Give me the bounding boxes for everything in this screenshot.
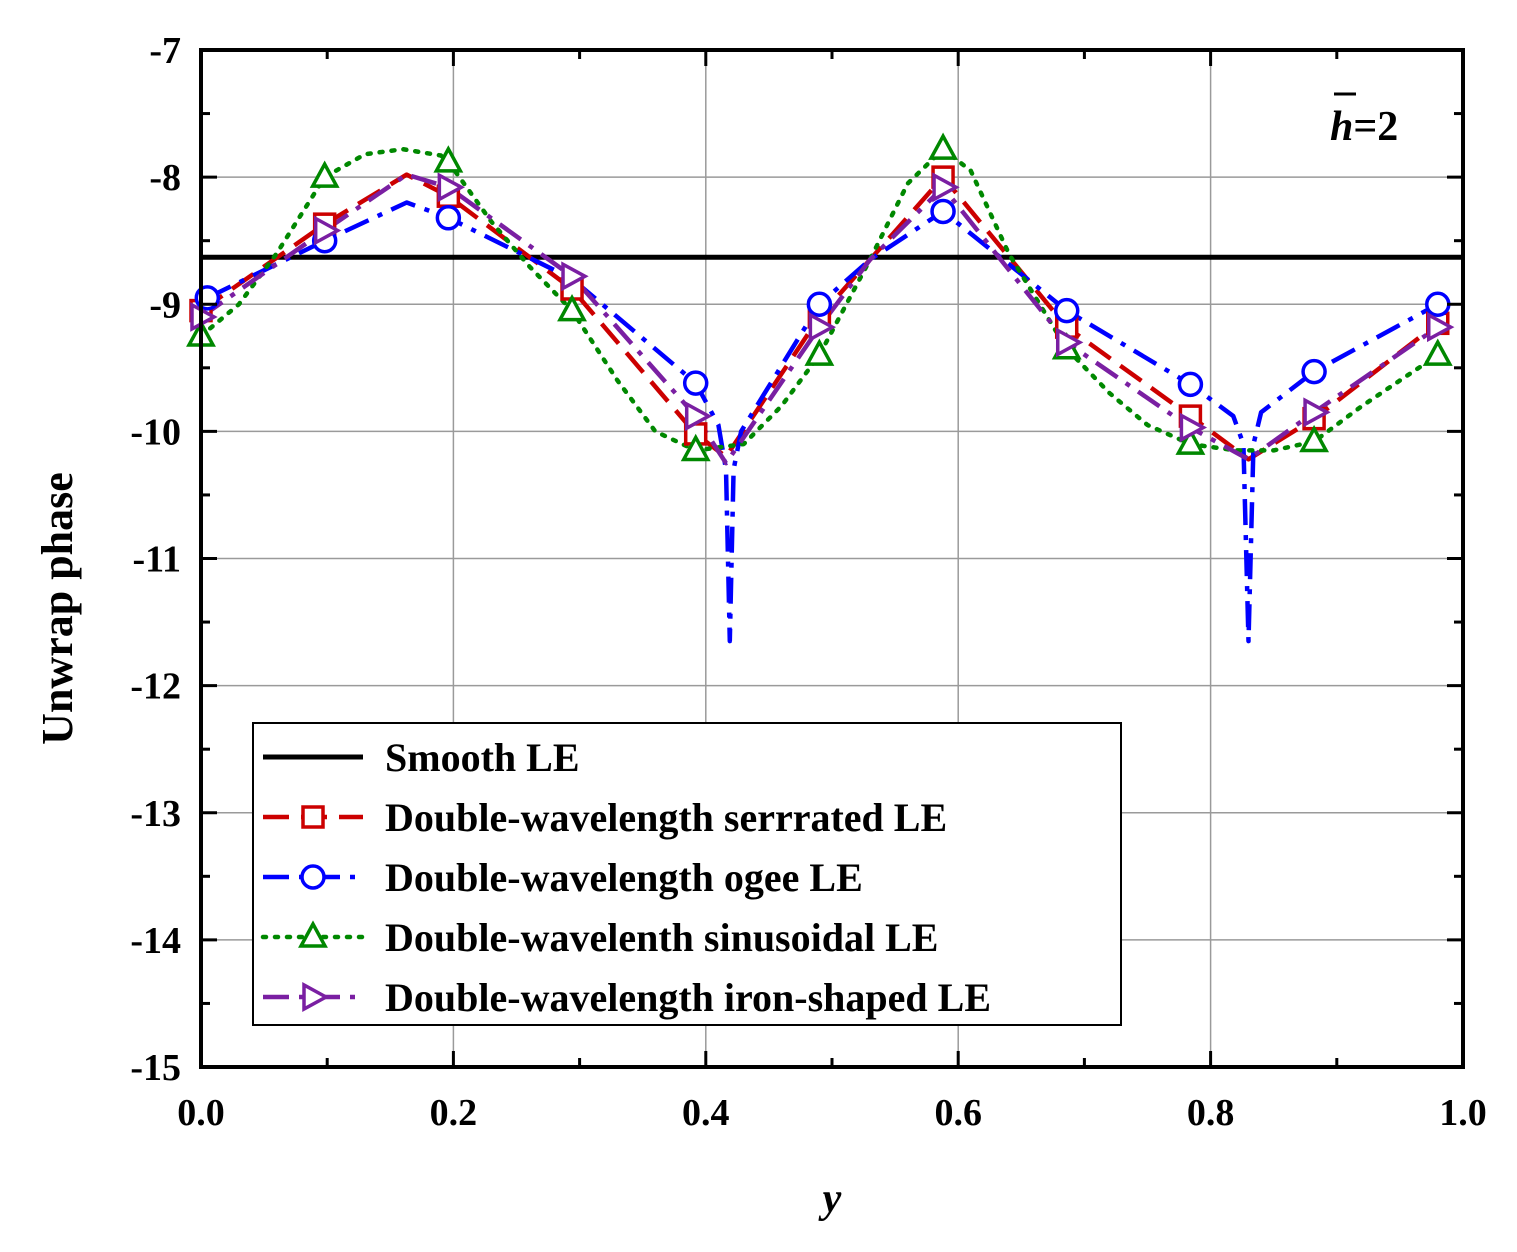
data-point-sinusoidal bbox=[1422, 338, 1453, 366]
y-tick-label: -7 bbox=[149, 30, 181, 72]
x-tick-label: 0.2 bbox=[430, 1092, 478, 1134]
data-point-iron bbox=[1179, 412, 1208, 443]
axis-ticks: 0.0 0.2 0.4 0.6 0.8 1.0 -7 -8 -9 -10 -11 -12 -13 -14 -… bbox=[130, 30, 1486, 1134]
y-tick-label: -10 bbox=[130, 411, 181, 453]
data-point-ogee bbox=[435, 205, 462, 231]
data-point-ogee bbox=[1053, 297, 1080, 324]
y-tick-label: -8 bbox=[149, 157, 181, 199]
legend-label-serrated: Double-wavelength serrrated LE bbox=[385, 795, 947, 840]
legend-label-smooth: Smooth LE bbox=[385, 735, 580, 780]
h-bar-annotation: h=2 bbox=[1330, 92, 1398, 150]
data-point-iron bbox=[684, 401, 713, 432]
data-point-iron bbox=[313, 215, 342, 246]
data-point-iron bbox=[1055, 327, 1084, 358]
data-point-sinusoidal bbox=[680, 433, 711, 462]
h-symbol: h bbox=[1330, 104, 1353, 150]
y-tick-label: -15 bbox=[130, 1047, 181, 1089]
y-tick-label: -12 bbox=[130, 666, 181, 708]
data-point-ogee bbox=[806, 291, 833, 317]
data-point-iron bbox=[1427, 312, 1455, 343]
data-point-iron bbox=[561, 261, 589, 292]
h-value: =2 bbox=[1353, 104, 1398, 150]
y-tick-label: -9 bbox=[149, 284, 181, 326]
x-tick-label: 0.0 bbox=[177, 1092, 225, 1134]
x-tick-label: 0.6 bbox=[934, 1092, 982, 1134]
data-point-sinusoidal bbox=[928, 132, 959, 160]
series-line-ogee bbox=[206, 200, 1439, 644]
legend-label-sinusoidal: Double-wavelenth sinusoidal LE bbox=[385, 915, 938, 960]
data-point-ogee bbox=[1301, 358, 1327, 385]
data-point-sinusoidal bbox=[557, 293, 587, 322]
data-point-sinusoidal bbox=[433, 145, 464, 173]
y-axis-title: Unwrap phase bbox=[33, 472, 82, 745]
data-point-iron bbox=[808, 312, 837, 343]
data-point-sinusoidal bbox=[309, 160, 340, 188]
y-tick-label: -11 bbox=[132, 539, 181, 581]
legend-label-ogee: Double-wavelength ogee LE bbox=[385, 855, 863, 900]
data-point-iron bbox=[1303, 397, 1331, 428]
series-markers bbox=[186, 132, 1455, 462]
data-point-sinusoidal bbox=[1299, 424, 1330, 453]
legend-label-iron: Double-wavelength iron-shaped LE bbox=[385, 975, 991, 1020]
x-tick-label: 1.0 bbox=[1439, 1092, 1487, 1134]
legend-marker-serrated bbox=[301, 805, 325, 829]
legend-marker-ogee bbox=[300, 864, 326, 890]
data-point-ogee bbox=[1425, 291, 1451, 317]
legend-marker-sinusoidal bbox=[298, 920, 328, 948]
y-tick-label: -14 bbox=[130, 920, 181, 962]
data-point-sinusoidal bbox=[804, 338, 835, 366]
data-point-iron bbox=[437, 172, 466, 203]
x-tick-label: 0.8 bbox=[1187, 1092, 1235, 1134]
legend: Smooth LE Double-wavelength serrrated LE D… bbox=[252, 722, 1122, 1026]
x-tick-label: 0.4 bbox=[682, 1092, 730, 1134]
data-point-iron bbox=[932, 172, 960, 203]
data-point-sinusoidal bbox=[1175, 427, 1206, 455]
legend-box bbox=[252, 722, 1122, 1026]
data-point-ogee bbox=[682, 370, 709, 396]
x-axis-title: y bbox=[818, 1176, 842, 1222]
legend-marker-iron bbox=[302, 982, 330, 1012]
data-point-ogee bbox=[930, 198, 956, 225]
data-point-ogee bbox=[1177, 371, 1204, 398]
h-bar-label: h=2 bbox=[1330, 104, 1398, 150]
y-tick-label: -13 bbox=[130, 793, 181, 835]
series-lines bbox=[198, 146, 1463, 644]
